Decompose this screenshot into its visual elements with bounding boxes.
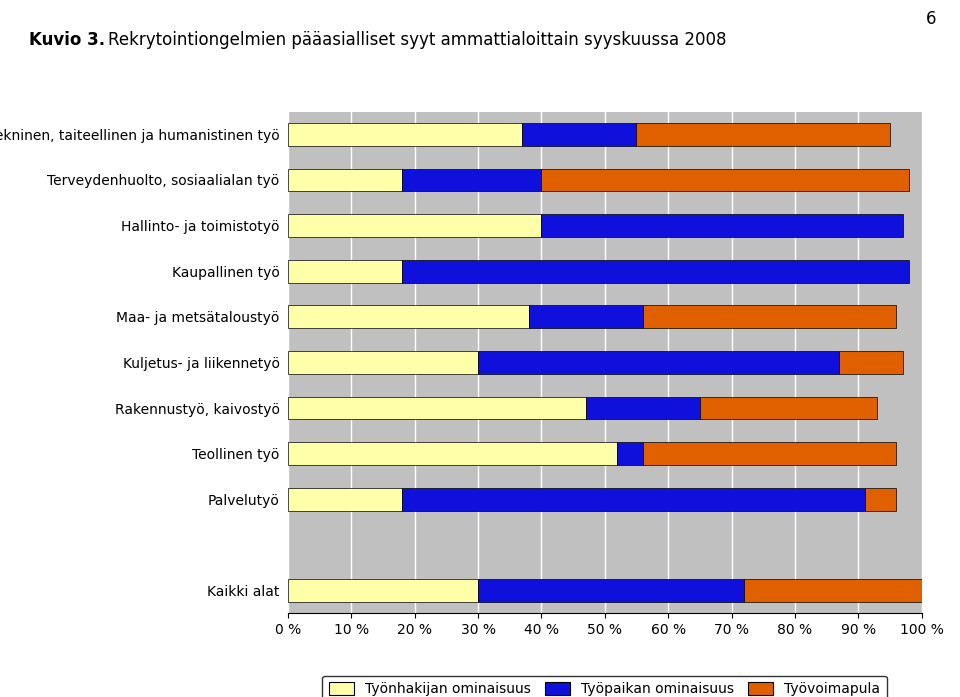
Text: Rekrytointiongelmien pääasialliset syyt ammattialoittain syyskuussa 2008: Rekrytointiongelmien pääasialliset syyt … (108, 31, 726, 49)
Bar (541, 169, 909, 192)
Bar (522, 123, 636, 146)
Bar (402, 260, 909, 282)
Bar (541, 214, 902, 237)
Bar (865, 488, 897, 511)
Bar (586, 397, 700, 420)
Bar (288, 260, 402, 282)
Bar (402, 488, 865, 511)
Bar (643, 443, 897, 465)
Text: Kuvio 3.: Kuvio 3. (29, 31, 105, 49)
Bar (744, 579, 922, 602)
Bar (288, 169, 402, 192)
Text: 6: 6 (925, 10, 936, 29)
Bar (402, 169, 541, 192)
Bar (288, 488, 402, 511)
Bar (529, 305, 643, 328)
Bar (288, 351, 478, 374)
Bar (700, 397, 877, 420)
Bar (288, 579, 478, 602)
Bar (839, 351, 902, 374)
Bar (288, 123, 522, 146)
Bar (617, 443, 643, 465)
Bar (478, 351, 839, 374)
Bar (288, 305, 529, 328)
Bar (288, 397, 586, 420)
Bar (288, 214, 541, 237)
Bar (288, 443, 617, 465)
Bar (478, 579, 744, 602)
Bar (643, 305, 897, 328)
Bar (636, 123, 890, 146)
Legend: Työnhakijan ominaisuus, Työpaikan ominaisuus, Työvoimapula: Työnhakijan ominaisuus, Työpaikan ominai… (323, 675, 887, 697)
